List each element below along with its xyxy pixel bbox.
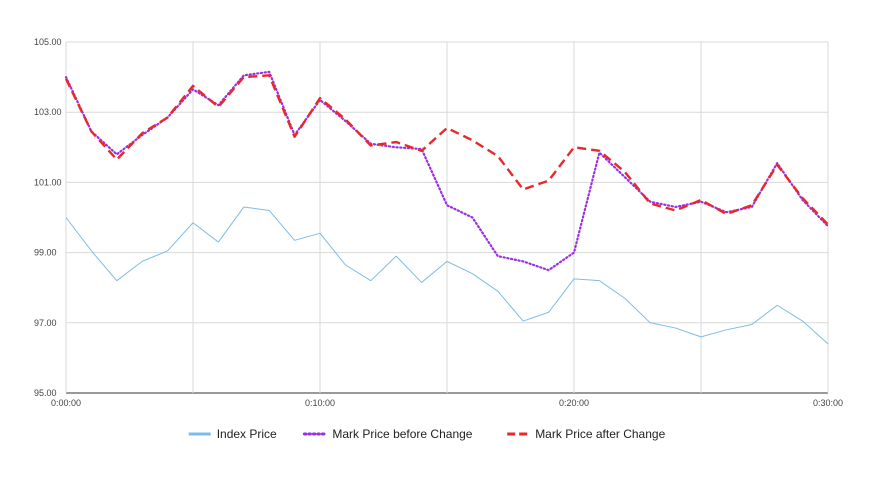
y-tick-label: 103.00	[34, 107, 62, 117]
legend-label: Mark Price after Change	[535, 427, 665, 441]
gridlines	[65, 41, 829, 394]
legend: Index Price Mark Price before Change Mark …	[188, 427, 666, 441]
x-tick-label: 0:20:00	[559, 398, 589, 408]
y-tick-label: 95.00	[34, 388, 57, 398]
series-line-mark-price-after-change	[64, 74, 829, 226]
series-line-mark-price-before-change	[64, 70, 830, 272]
x-tick-label: 0:10:00	[305, 398, 335, 408]
series-lines	[64, 70, 830, 345]
axis-labels: 95.00 97.00 99.00 101.00 103.00 105.00 0:00:00…	[34, 37, 843, 408]
legend-label: Index Price	[217, 427, 277, 441]
y-tick-label: 101.00	[34, 177, 62, 187]
y-tick-label: 97.00	[34, 318, 57, 328]
x-tick-label: 0:00:00	[51, 398, 81, 408]
series-line-index-price	[65, 206, 829, 345]
y-tick-label: 105.00	[34, 37, 62, 47]
x-tick-label: 0:30:00	[813, 398, 843, 408]
legend-label: Mark Price before Change	[332, 427, 472, 441]
y-tick-label: 99.00	[34, 248, 57, 258]
